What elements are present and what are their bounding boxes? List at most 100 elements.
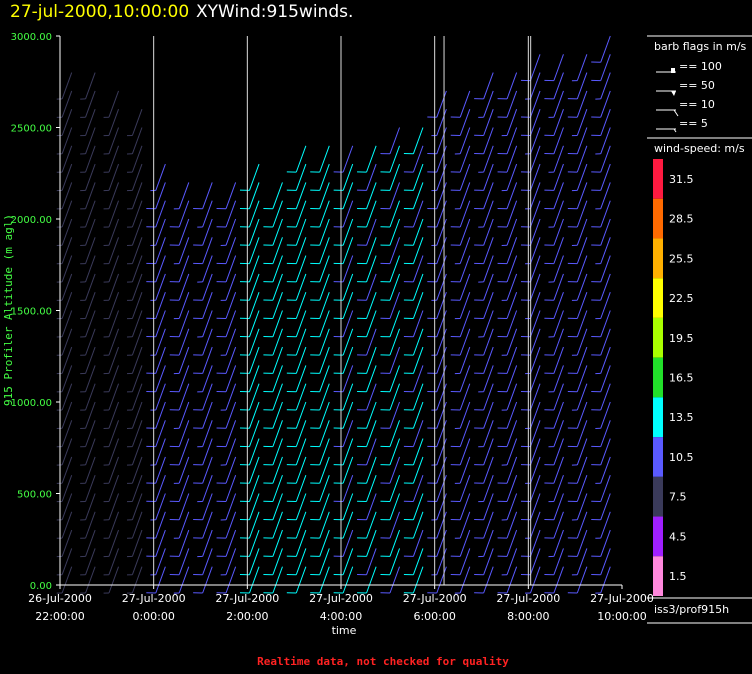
wind-barb [366, 292, 377, 319]
wind-barb [459, 401, 471, 429]
wind-barb [155, 255, 166, 283]
wind-barb [459, 237, 471, 264]
wind-barb [61, 72, 73, 100]
wind-barb [576, 109, 588, 136]
wind-barb [202, 566, 213, 594]
wind-barb [506, 255, 518, 283]
wind-barb [529, 511, 541, 539]
wind-barb [459, 529, 471, 557]
speed-legend-swatch [653, 516, 663, 557]
wind-barb [108, 401, 120, 429]
wind-barb [389, 145, 401, 173]
wind-barb [506, 456, 518, 484]
barb-legend-label: == 50 [679, 79, 715, 92]
title-date: 27-jul-2000,10:00:00 [10, 2, 190, 22]
wind-barb [202, 273, 213, 301]
wind-barb [553, 109, 564, 136]
wind-barb [225, 218, 237, 246]
wind-barb [366, 566, 377, 594]
wind-barb [178, 346, 190, 374]
wind-barb [412, 511, 424, 539]
wind-barb [483, 273, 494, 301]
wind-barb [483, 475, 494, 502]
wind-barb [600, 35, 611, 63]
wind-barb [272, 529, 283, 557]
wind-barb [225, 346, 237, 374]
wind-barb [225, 273, 237, 301]
wind-barb [483, 328, 494, 356]
wind-barb [342, 401, 354, 429]
wind-barb [61, 493, 73, 520]
wind-barb [85, 145, 96, 173]
wind-barb [506, 163, 518, 191]
wind-barb [506, 127, 518, 154]
speed-legend-label: 4.5 [669, 530, 687, 543]
wind-barb [178, 456, 190, 484]
wind-barb [483, 127, 494, 154]
wind-barb [600, 346, 611, 374]
wind-barb [389, 163, 401, 191]
wind-barb [483, 438, 494, 466]
wind-barb [506, 566, 518, 594]
wind-barb [600, 145, 611, 173]
wind-barb [108, 127, 120, 154]
wind-barb [459, 566, 471, 594]
wind-barb [108, 548, 120, 575]
wind-barb [483, 200, 494, 228]
wind-barb [319, 292, 330, 319]
wind-barb [506, 292, 518, 319]
wind-barb [155, 548, 166, 575]
wind-barb [155, 438, 166, 466]
wind-barb [366, 182, 377, 209]
wind-barb [600, 54, 611, 81]
wind-barb [553, 200, 564, 228]
wind-barb [553, 163, 564, 191]
wind-barb [131, 255, 143, 283]
wind-barb [389, 383, 401, 411]
wind-barb [131, 456, 143, 484]
speed-legend-swatch [653, 476, 663, 517]
wind-barb [225, 548, 237, 575]
speed-legend-label: 7.5 [669, 491, 687, 504]
speed-legend-label: 16.5 [669, 372, 694, 385]
wind-barb [576, 163, 588, 191]
wind-barb [412, 401, 424, 429]
wind-barb [319, 182, 330, 209]
wind-barb [576, 438, 588, 466]
wind-barb [202, 493, 213, 520]
y-ticks: 0.00 500.00 1000.00 1500.00 2000.00 2500.00 30… [11, 32, 60, 592]
wind-barb [85, 273, 96, 301]
wind-barb [61, 511, 73, 539]
wind-barb [131, 365, 143, 392]
speed-legend-label: 22.5 [669, 292, 694, 305]
wind-barb [319, 346, 330, 374]
wind-barb [389, 456, 401, 484]
wind-barb [389, 548, 401, 575]
wind-barb [225, 475, 237, 502]
wind-barb [553, 566, 564, 594]
wind-barb [131, 237, 143, 264]
wind-barb [506, 237, 518, 264]
wind-barb [85, 566, 96, 594]
wind-barb [506, 493, 518, 520]
wind-barb [366, 346, 377, 374]
wind-barb [85, 163, 96, 191]
wind-barb [529, 401, 541, 429]
wind-barb [178, 529, 190, 557]
wind-barb [85, 328, 96, 356]
wind-barb [389, 200, 401, 228]
wind-barb [459, 346, 471, 374]
wind-barb [85, 493, 96, 520]
wind-barb [600, 273, 611, 301]
wind-barb [459, 145, 471, 173]
wind-barb [529, 328, 541, 356]
wind-barb [389, 310, 401, 337]
wind-barb [342, 456, 354, 484]
wind-barb [272, 438, 283, 466]
wind-barb [295, 493, 307, 520]
wind-barb [506, 383, 518, 411]
wind-barb [436, 511, 447, 539]
wind-barb [248, 365, 260, 392]
y-tick-label: 2000.00 [11, 215, 52, 226]
wind-barb [553, 237, 564, 264]
